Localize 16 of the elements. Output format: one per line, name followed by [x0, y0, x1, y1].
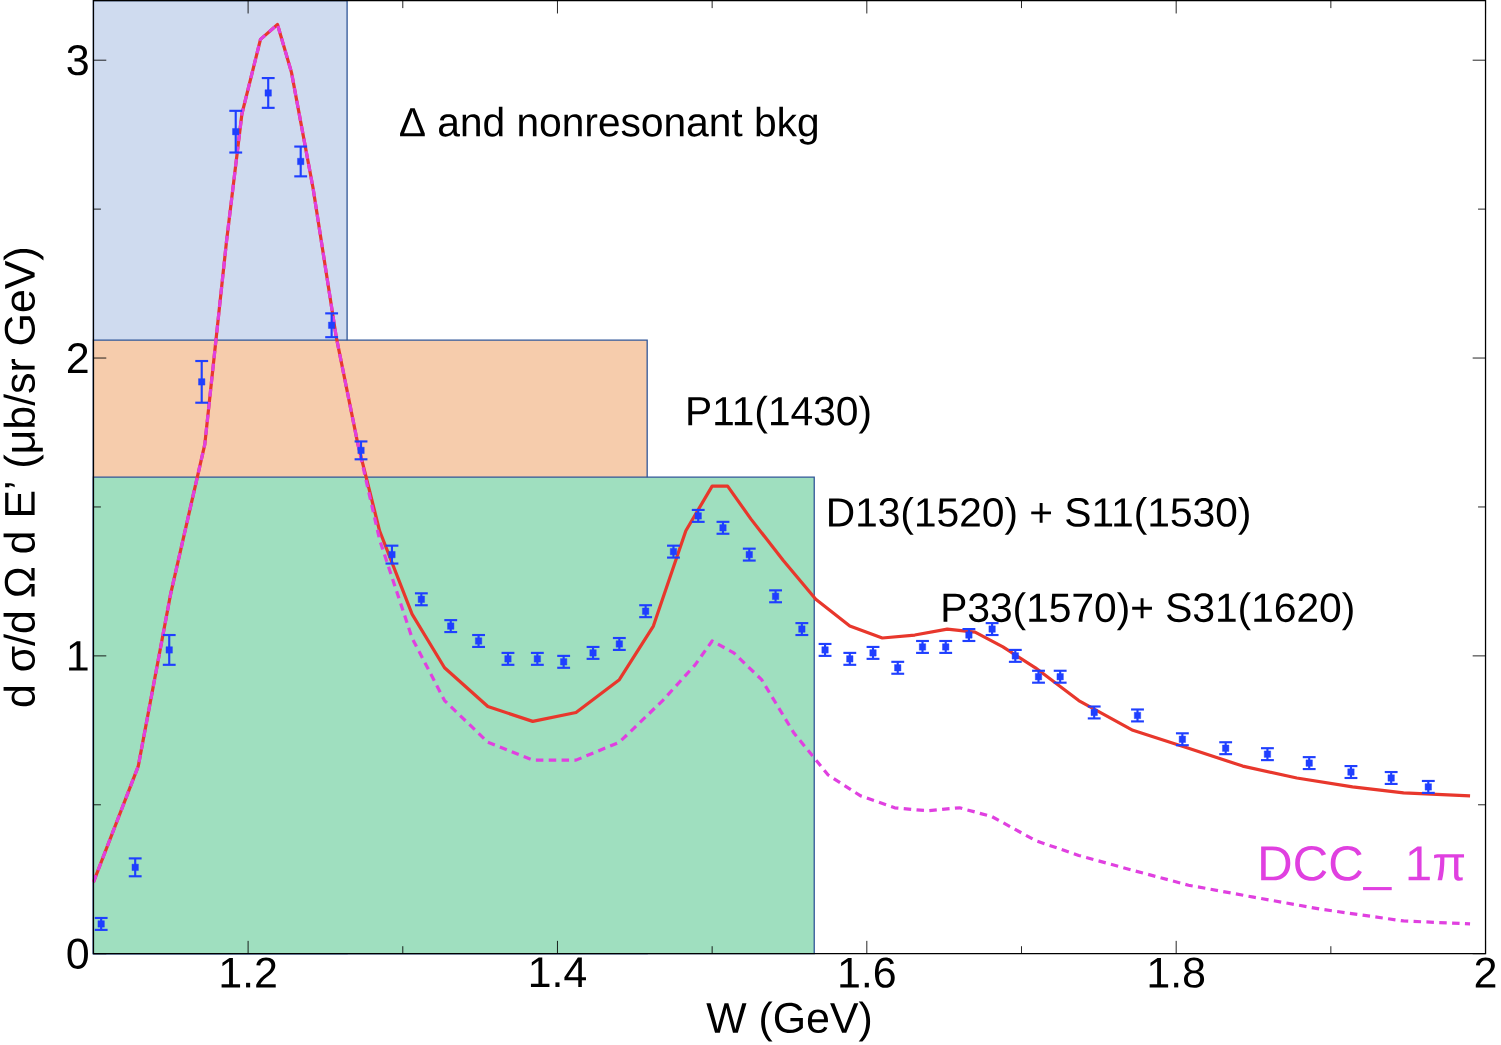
- annotation: P11(1430): [688, 395, 870, 434]
- annotation: D13(1520) + S11(1530): [829, 496, 1249, 535]
- x-tick-label: 1.4: [530, 957, 586, 987]
- series-label: DCC_ 1π: [1261, 845, 1465, 891]
- x-tick-label: 1.8: [1149, 957, 1205, 988]
- y-tick-label: 3: [67, 45, 88, 76]
- y-axis-title: d σ/d Ω d E’ (μb/sr GeV): [3, 248, 44, 707]
- annotation: P33(1570)+ S31(1620): [943, 592, 1353, 631]
- annotation: Δ and nonresonant bkg: [400, 106, 817, 145]
- y-tick-label: 1: [69, 641, 88, 671]
- x-axis-title: W (GeV): [706, 1001, 871, 1042]
- y-tick-label: 2: [67, 343, 88, 373]
- y-tick-label: 0: [67, 938, 88, 969]
- x-tick-label: 1.2: [221, 957, 276, 988]
- x-tick-label: 2: [1475, 957, 1496, 988]
- x-tick-label: 1.6: [840, 957, 895, 988]
